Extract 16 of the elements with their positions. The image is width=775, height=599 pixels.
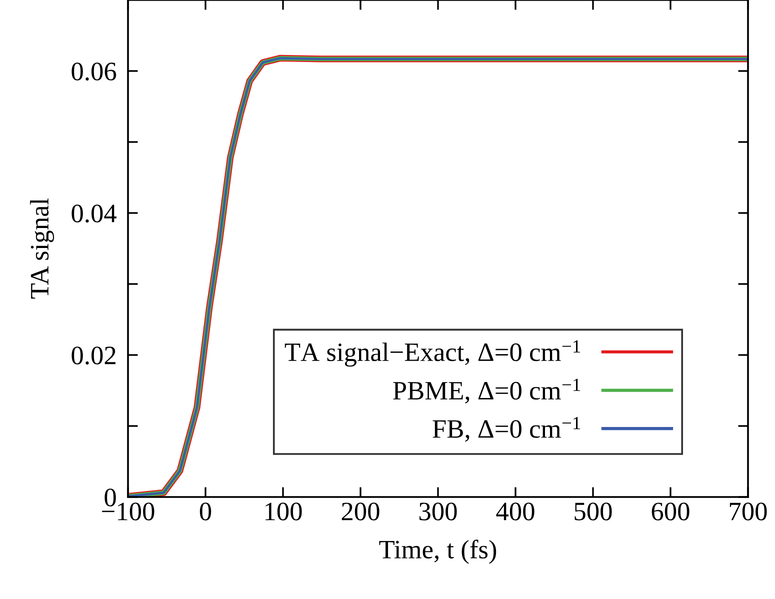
x-axis-title: Time, t (fs)	[379, 540, 496, 564]
x-tick-label: 700	[730, 502, 767, 520]
x-tick-label: 200	[342, 502, 380, 520]
x-tick-label: 300	[419, 502, 457, 520]
x-tick-label: 500	[574, 502, 612, 520]
y-tick-label: 0.04	[72, 204, 116, 223]
x-tick-label: 600	[652, 502, 690, 520]
x-tick-label: 400	[496, 502, 534, 520]
y-axis-title: TA signal	[30, 198, 54, 299]
legend-label: TA signal−Exact, Δ=0 cm$^{−1}$	[284, 340, 580, 367]
y-tick-label: 0.02	[72, 346, 116, 365]
x-tick-label: 100	[266, 502, 302, 520]
x-tick-label: 0	[200, 502, 212, 520]
legend-label: PBME, Δ=0 cm$^{−1}$	[393, 378, 580, 404]
legend-label: FB, Δ=0 cm$^{−1}$	[432, 416, 580, 442]
y-tick-label: 0.06	[72, 62, 116, 81]
